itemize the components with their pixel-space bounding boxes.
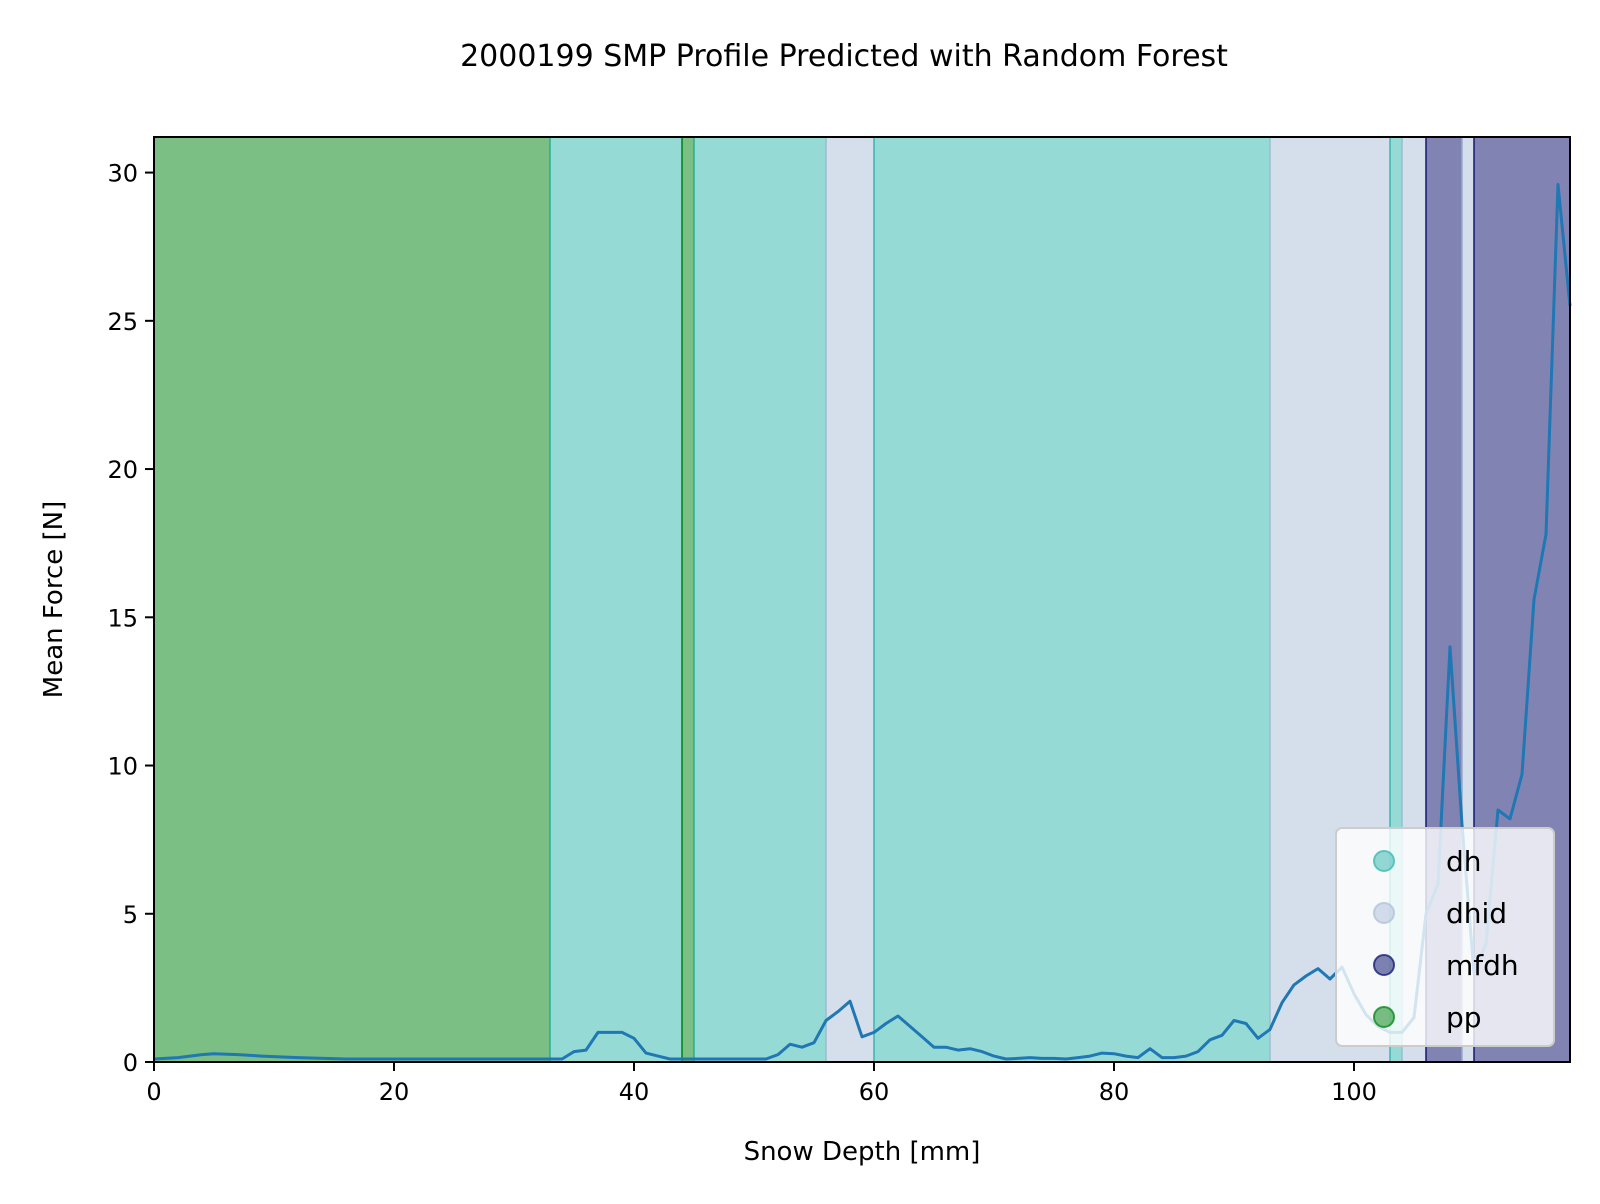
y-tick-label: 10 (107, 753, 138, 781)
legend-label-pp: pp (1446, 1001, 1482, 1034)
y-tick-label: 0 (123, 1049, 138, 1077)
band-dh-1 (549, 136, 683, 1063)
y-tick-label: 25 (107, 308, 138, 336)
legend-box (1335, 827, 1555, 1047)
band-pp-0 (153, 136, 551, 1063)
x-tick-label: 40 (619, 1078, 650, 1106)
y-axis: 0 5 10 15 20 25 30 (107, 160, 154, 1077)
x-tick-label: 60 (859, 1078, 890, 1106)
legend-marker-mfdh (1373, 954, 1395, 976)
x-axis: 0 20 40 60 80 100 (146, 1062, 1377, 1106)
x-tick-label: 100 (1331, 1078, 1377, 1106)
y-tick-label: 30 (107, 160, 138, 188)
x-tick-label: 80 (1099, 1078, 1130, 1106)
legend-label-mfdh: mfdh (1446, 949, 1519, 982)
band-dh-5 (873, 136, 1271, 1063)
x-axis-label: Snow Depth [mm] (744, 1137, 981, 1167)
band-pp-2 (681, 136, 695, 1063)
y-tick-label: 15 (107, 604, 138, 632)
y-tick-label: 5 (123, 901, 138, 929)
legend: dh dhid mfdh pp (1335, 827, 1555, 1047)
legend-label-dh: dh (1446, 845, 1482, 878)
band-dh-3 (693, 136, 827, 1063)
y-tick-label: 20 (107, 456, 138, 484)
x-tick-label: 20 (379, 1078, 410, 1106)
legend-marker-dhid (1373, 902, 1395, 924)
legend-marker-dh (1373, 850, 1395, 872)
band-dhid-4 (825, 136, 875, 1063)
x-tick-label: 0 (146, 1078, 161, 1106)
chart-title: 2000199 SMP Profile Predicted with Rando… (460, 39, 1228, 74)
class-bands (153, 136, 1571, 1063)
y-axis-label: Mean Force [N] (39, 501, 69, 698)
legend-label-dhid: dhid (1446, 897, 1507, 930)
plot-frame (153, 136, 1571, 1063)
legend-marker-pp (1373, 1006, 1395, 1028)
